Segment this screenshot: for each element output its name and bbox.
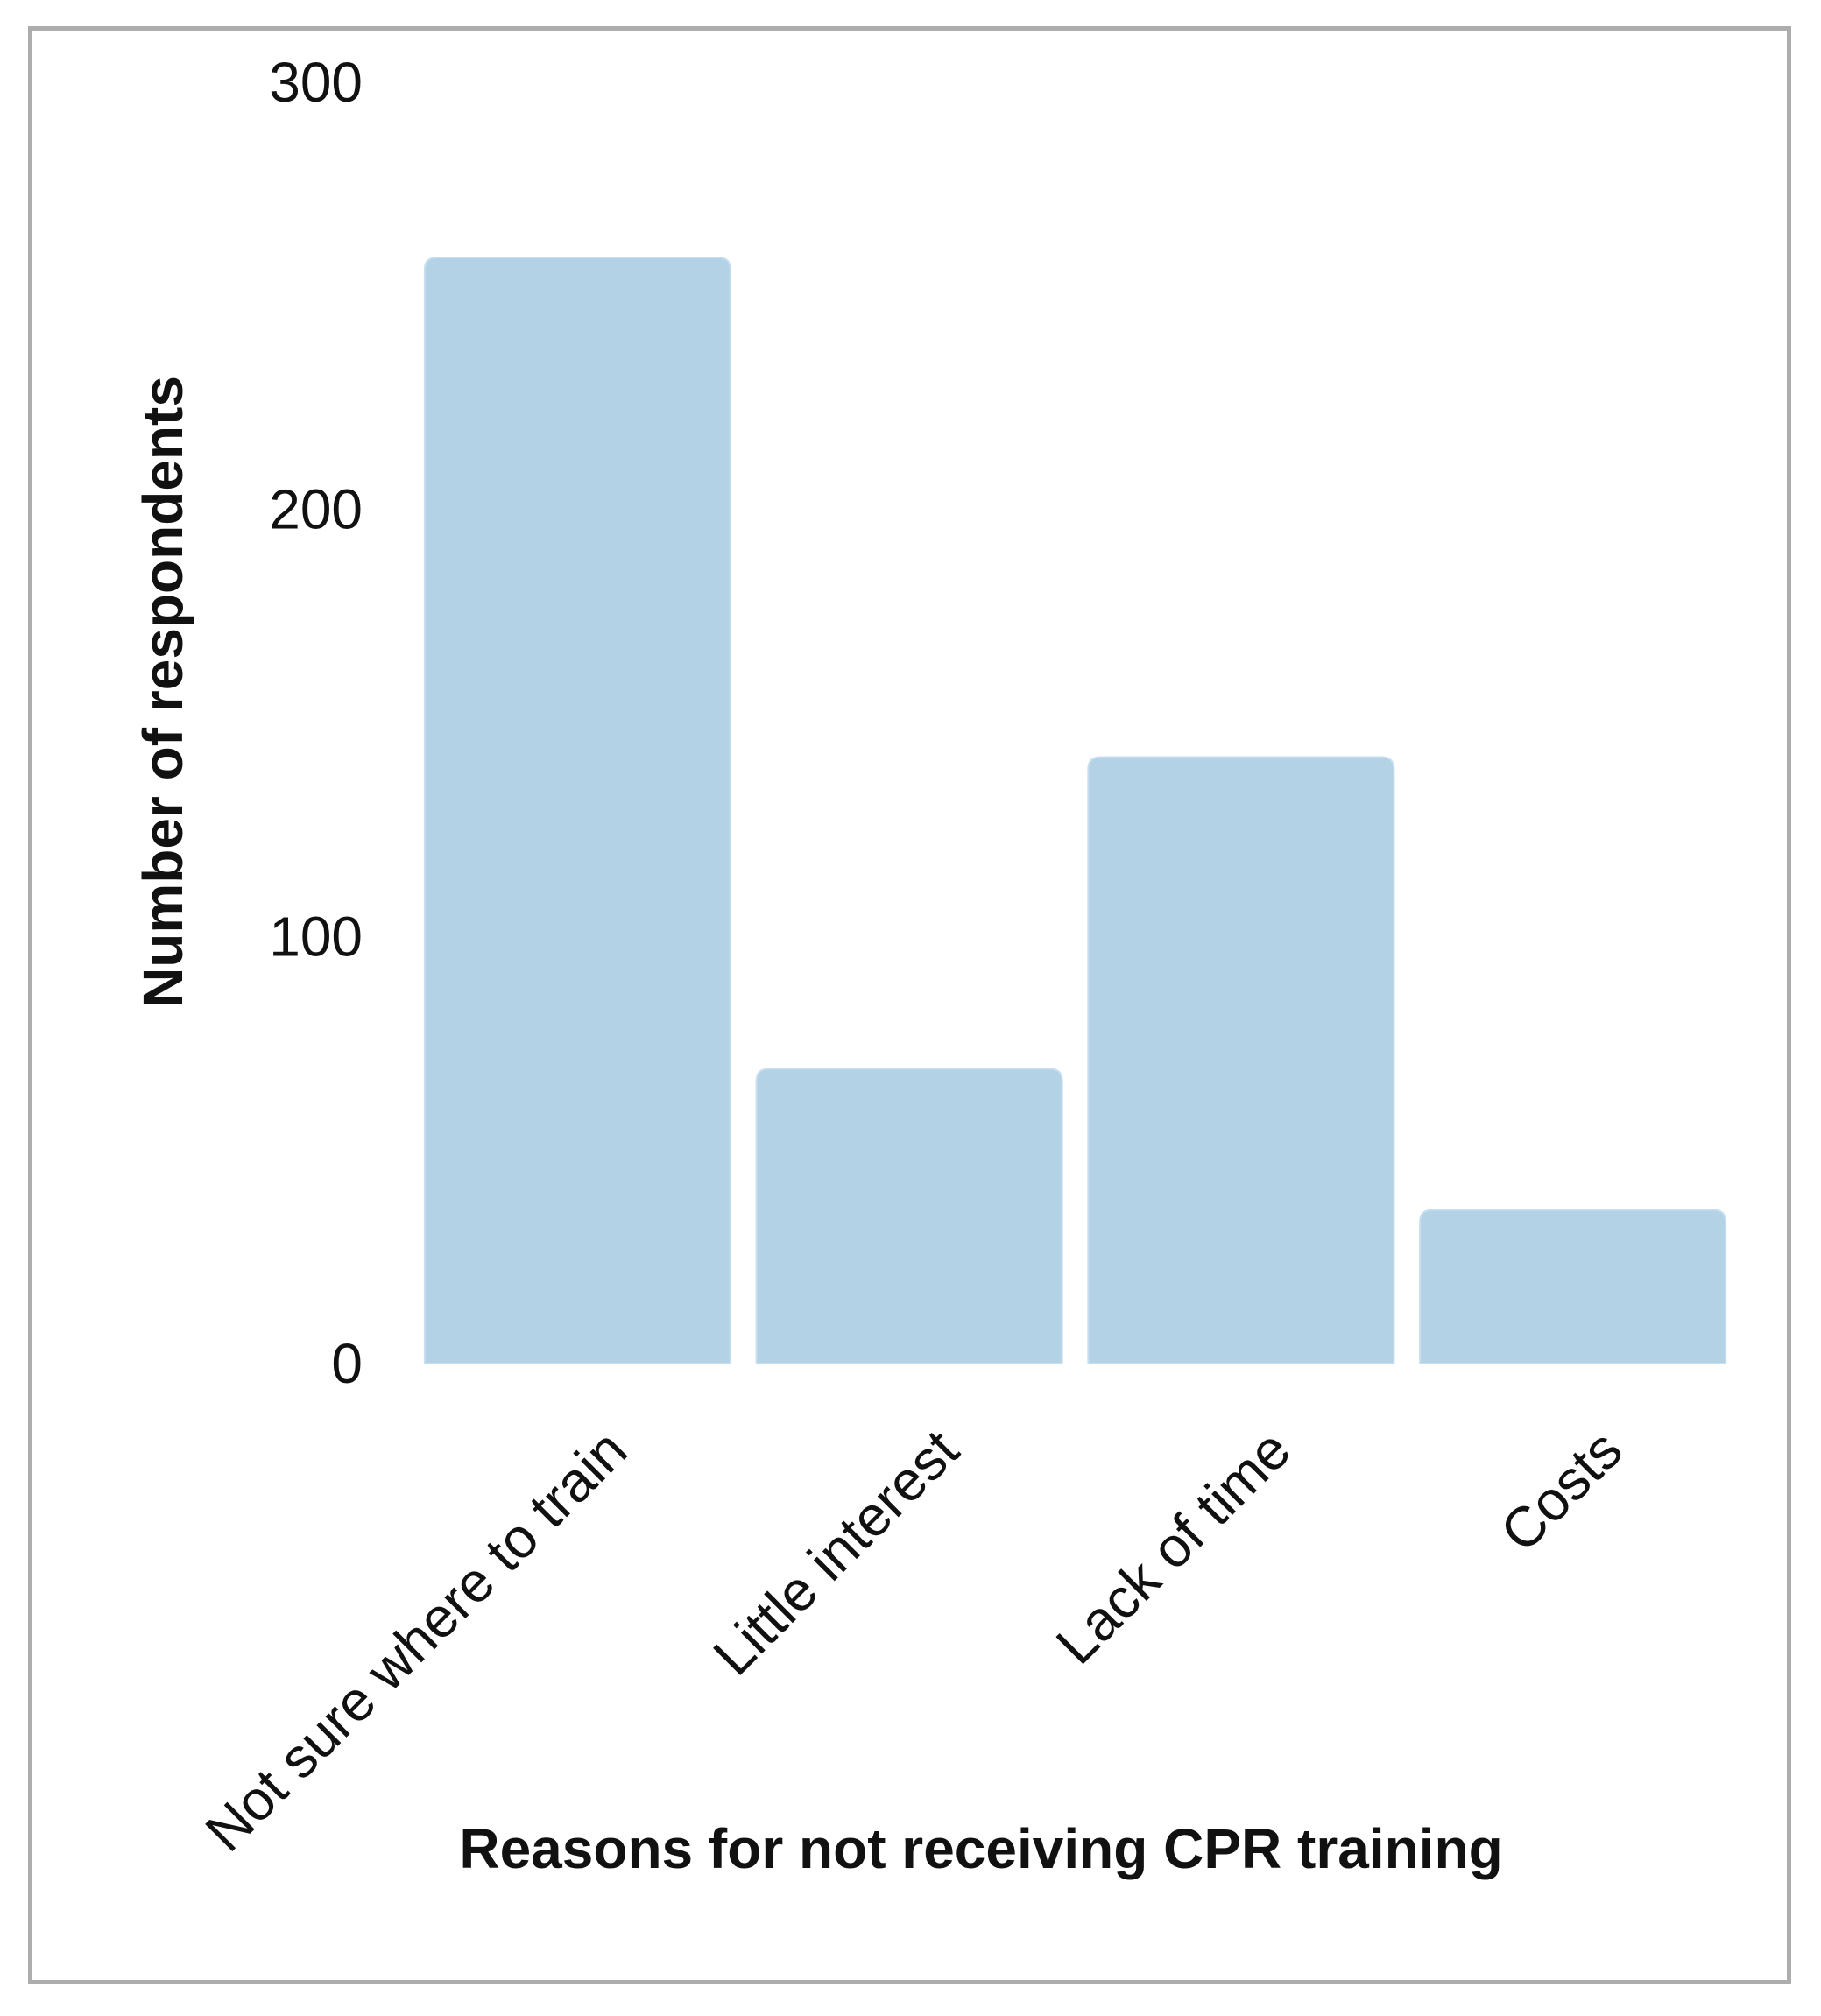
bars-group xyxy=(423,256,1727,1364)
y-tick-label: 100 xyxy=(269,905,363,968)
chart-frame xyxy=(28,26,1791,1984)
bar-1 xyxy=(755,1068,1063,1364)
x-tick-label: Lack of time xyxy=(1044,1418,1302,1676)
y-tick-label: 0 xyxy=(331,1332,363,1395)
y-tick-label: 300 xyxy=(269,51,363,114)
y-axis-title: Number of respondents xyxy=(131,376,194,1008)
x-axis-title: Reasons for not receiving CPR training xyxy=(459,1817,1502,1880)
y-tick-label: 200 xyxy=(269,478,363,541)
x-tick-label: Little interest xyxy=(702,1418,971,1688)
bar-3 xyxy=(1419,1209,1727,1364)
bar-0 xyxy=(423,256,731,1364)
x-category-labels: Not sure where to train Little interest La… xyxy=(194,1418,1634,1864)
x-tick-label: Not sure where to train xyxy=(194,1418,639,1864)
x-tick-label: Costs xyxy=(1488,1418,1634,1564)
bar-2 xyxy=(1087,756,1395,1364)
y-tick-labels: 0 100 200 300 xyxy=(269,51,363,1395)
